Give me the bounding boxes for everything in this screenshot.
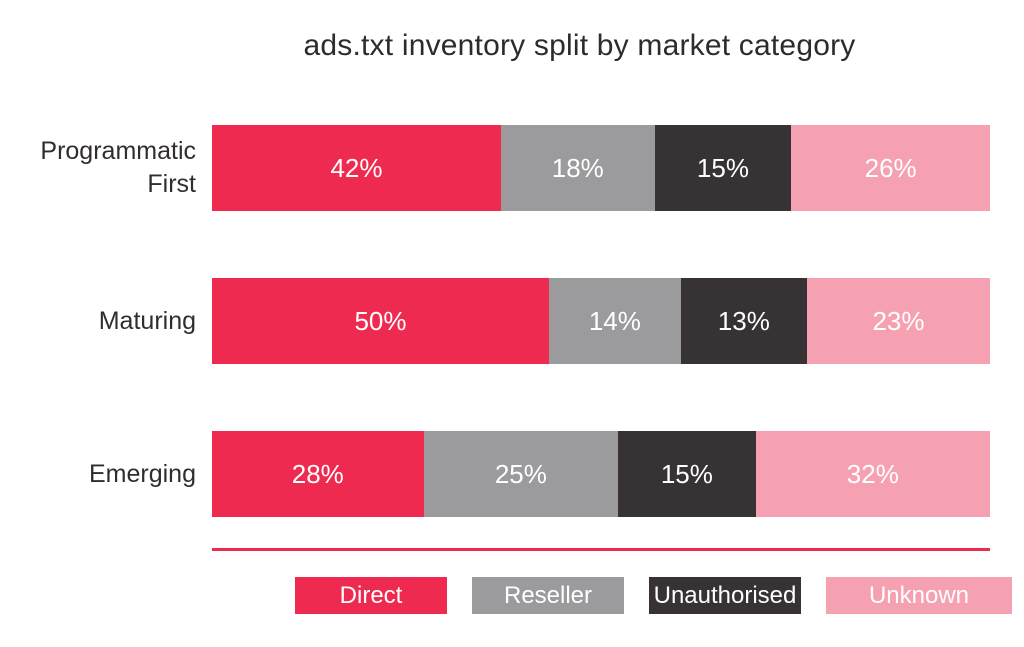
bar-track: 42% 18% 15% 26%: [212, 125, 990, 211]
legend-item-reseller: Reseller: [472, 577, 624, 614]
bar-segment-unauthorised: 15%: [654, 125, 792, 211]
bar-segment-direct: 42%: [212, 125, 501, 211]
bar-segment-reseller: 18%: [501, 125, 655, 211]
value-label: 42%: [330, 152, 383, 183]
bar-segment-reseller: 14%: [548, 278, 681, 364]
legend-label: Unknown: [868, 581, 970, 609]
value-label: 26%: [864, 152, 917, 183]
value-label: 28%: [291, 458, 344, 489]
legend-divider: [212, 548, 990, 551]
legend: Direct Reseller Unauthorised Unknown: [0, 577, 1012, 614]
chart-title: ads.txt inventory split by market catego…: [303, 29, 856, 62]
category-label: Emerging: [89, 459, 196, 488]
bar-segment-direct: 50%: [212, 278, 549, 364]
legend-label: Unauthorised: [653, 581, 797, 609]
legend-item-unauthorised: Unauthorised: [649, 577, 801, 614]
value-label: 13%: [717, 305, 770, 336]
value-label: 14%: [588, 305, 641, 336]
value-label: 18%: [551, 152, 604, 183]
bar-segment-reseller: 25%: [423, 431, 619, 517]
value-label: 23%: [872, 305, 925, 336]
bar-segment-unknown: 32%: [755, 431, 990, 517]
bar-segment-unknown: 26%: [791, 125, 990, 211]
bar-track: 50% 14% 13% 23%: [212, 278, 991, 364]
value-label: 15%: [660, 458, 713, 489]
bar-row: Programmatic First 42% 18% 15% 26%: [0, 125, 1024, 211]
legend-item-direct: Direct: [295, 577, 447, 614]
category-label: Maturing: [98, 306, 196, 335]
stacked-bar-chart: ads.txt inventory split by market catego…: [0, 29, 1024, 614]
category-label: Programmatic First: [40, 137, 196, 198]
bar-segment-unauthorised: 15%: [618, 431, 756, 517]
legend-item-unknown: Unknown: [826, 577, 1012, 614]
value-label: 15%: [696, 152, 749, 183]
bar-rows: Programmatic First 42% 18% 15% 26% Maturing 50…: [0, 125, 1024, 517]
bar-row: Emerging 28% 25% 15% 32%: [0, 431, 1024, 517]
bar-segment-unauthorised: 13%: [680, 278, 807, 364]
value-label: 25%: [494, 458, 547, 489]
bar-segment-direct: 28%: [212, 431, 424, 517]
bar-segment-unknown: 23%: [806, 278, 991, 364]
value-label: 50%: [354, 305, 407, 336]
bar-row: Maturing 50% 14% 13% 23%: [0, 278, 1024, 364]
legend-label: Reseller: [503, 581, 593, 609]
bar-track: 28% 25% 15% 32%: [212, 431, 990, 517]
legend-label: Direct: [339, 581, 403, 609]
value-label: 32%: [846, 458, 899, 489]
